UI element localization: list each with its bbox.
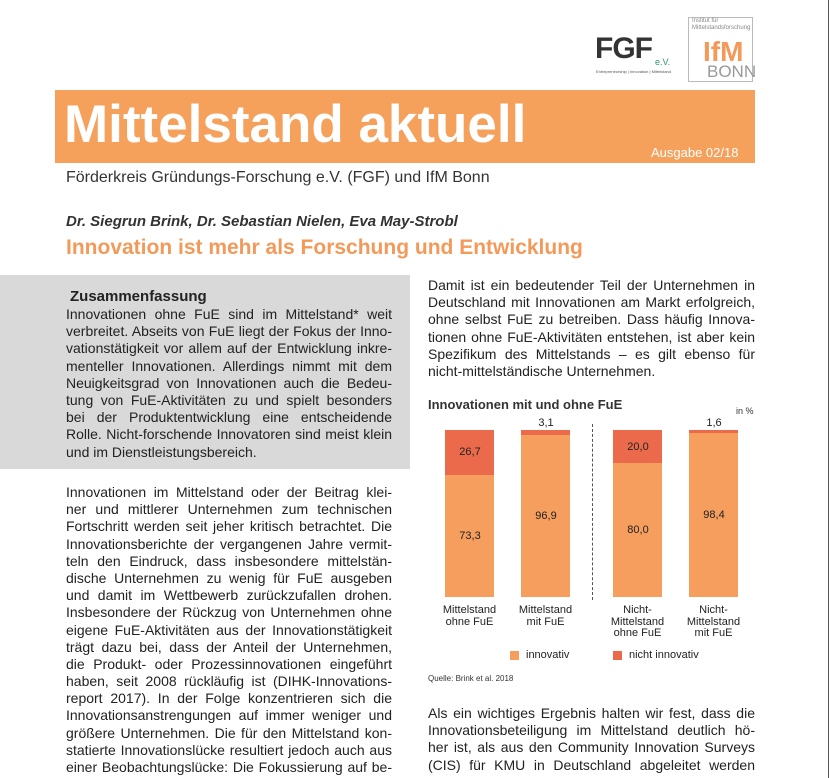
text-line: bei der Produktentwicklung eine entschei… xyxy=(66,409,392,426)
text-line: Damit ist ein bedeutender Teil der Unter… xyxy=(428,277,755,293)
x-tick-label: Mittelstand mit FuE xyxy=(518,604,573,628)
value-label: 98,4 xyxy=(703,508,725,521)
issue: Ausgabe 02/18 xyxy=(651,145,739,160)
bar-segment xyxy=(689,430,738,433)
summary-box xyxy=(0,275,410,469)
x-tick-label: Nicht- Mittelstand ohne FuE xyxy=(610,604,665,639)
text-line: Insbesondere der Rückzug von Unternehmen… xyxy=(66,604,392,621)
text-line: haben, seit 2008 rückläufig ist (DIHK-In… xyxy=(66,673,392,690)
ifm-logo: IfM xyxy=(703,36,744,67)
publisher: Förderkreis Gründungs-Forschung e.V. (FG… xyxy=(66,169,490,186)
ifm-logo-box xyxy=(688,17,753,82)
chart-source: Quelle: Brink et al. 2018 xyxy=(428,674,514,683)
text-line: Innovationen ohne FuE sind im Mittelstan… xyxy=(66,306,392,322)
value-label: 96,9 xyxy=(535,510,557,523)
chart-title: Innovationen mit und ohne FuE xyxy=(428,397,623,412)
fgf-tagline: Entrepreneurship | Innovation | Mittelst… xyxy=(596,69,672,74)
text-line: Innovationen im Mittelstand oder der Bei… xyxy=(66,484,392,500)
body-right-top: Damit ist ein bedeutender Teil der Unter… xyxy=(428,277,755,380)
text-line: ohne selbst FuE zu betreiben. Dass häufi… xyxy=(428,311,755,328)
text-line: Deutschland mit Innovationen am Markt er… xyxy=(428,294,755,311)
text-line: größere Unternehmen. Die für den Mittels… xyxy=(66,724,392,741)
summary-heading: Zusammenfassung xyxy=(70,288,207,305)
fgf-suffix: e.V. xyxy=(655,57,671,67)
bar-segment xyxy=(521,435,570,597)
unit-label: in % xyxy=(736,406,754,416)
text-line: die Produkt- oder Prozessinnovationen ei… xyxy=(66,655,392,672)
text-line: ner und mittlerer Unternehmen zum techni… xyxy=(66,501,392,518)
banner xyxy=(55,90,755,163)
text-line: und damit im Wettbewerb zurückzufallen d… xyxy=(66,587,392,604)
text-line: Neuigkeitsgrad von Innovationen auch die… xyxy=(66,374,392,391)
text-line: vationstätigkeit vor allem auf der Entwi… xyxy=(66,340,392,357)
value-label: 20,0 xyxy=(627,440,649,453)
text-line: report 2017). In der Folge konzentrieren… xyxy=(66,690,392,707)
x-tick-label: Nicht- Mittelstand mit FuE xyxy=(686,604,741,639)
value-label: 80,0 xyxy=(627,524,649,537)
summary-text: Innovationen ohne FuE sind im Mittelstan… xyxy=(66,306,392,461)
body-left: Innovationen im Mittelstand oder der Bei… xyxy=(66,484,392,776)
text-line: tionen ohne FuE-Aktivitäten entstehen, i… xyxy=(428,328,755,345)
text-line: Rolle. Nicht-forschende Innovatoren sind… xyxy=(66,426,392,443)
text-line: dische Unternehmen zu wenig für FuE ausg… xyxy=(66,569,392,586)
body-right-bottom: Als ein wichtiges Ergebnis halten wir fe… xyxy=(428,705,755,774)
text-line: teln den Eindruck, dass insbesondere mit… xyxy=(66,552,392,569)
headline: Innovation ist mehr als Forschung und En… xyxy=(66,236,583,259)
legend-swatch xyxy=(510,651,519,660)
text-line: her ist, als aus den Community Innovatio… xyxy=(428,739,755,756)
text-line: Als ein wichtiges Ergebnis halten wir fe… xyxy=(428,705,755,721)
ifm-city: BONN xyxy=(707,62,757,81)
text-line: nicht-mittelständische Unternehmen. xyxy=(428,362,656,379)
text-line: trägt dazu bei, dass der Anteil der Unte… xyxy=(66,638,392,655)
bar-segment xyxy=(445,430,494,475)
value-label: 1,6 xyxy=(706,417,722,429)
text-line: Innovationsbeteiligung im Mittelstand de… xyxy=(428,722,755,739)
value-label: 26,7 xyxy=(459,446,481,459)
text-line: tung von FuE-Aktivitäten zu und spielt b… xyxy=(66,391,392,408)
fgf-logo: FGF xyxy=(595,32,653,65)
value-label: 73,3 xyxy=(459,529,481,542)
text-line: Spezifikum des Mittelstands – es gilt eb… xyxy=(428,345,755,362)
text-line: Innovationsanstrengungen auf immer wenig… xyxy=(66,707,392,724)
legend-label: nicht innovativ xyxy=(629,649,699,661)
text-line: Innovationsberichte der vergangenen Jahr… xyxy=(66,535,392,552)
authors: Dr. Siegrun Brink, Dr. Sebastian Nielen,… xyxy=(66,213,458,230)
bar-segment xyxy=(445,474,494,597)
ifm-institute: Institut für Mittelstandsforschung xyxy=(692,18,751,31)
x-tick-label: Mittelstand ohne FuE xyxy=(442,604,497,628)
text-line: Fortschritt werden seit jeher kritisch b… xyxy=(66,518,392,535)
text-line: (CIS) für KMU in Deutschland abgeleitet … xyxy=(428,756,755,773)
text-line: und im Dienstleistungsbereich. xyxy=(66,443,257,460)
text-line: einer Beobachtungslücke: Die Fokussierun… xyxy=(66,759,392,775)
bar-segment xyxy=(613,430,662,464)
text-line: verbreitet. Abseits von FuE liegt der Fo… xyxy=(66,323,392,340)
value-label: 3,1 xyxy=(538,417,554,429)
text-line: statierte Innovationslücke resultiert je… xyxy=(66,741,392,758)
group-divider xyxy=(592,424,593,600)
legend-swatch xyxy=(613,651,622,660)
bar-segment xyxy=(689,432,738,597)
legend-label: innovativ xyxy=(526,649,570,661)
text-line: eigene FuE-Aktivitäten aus der Innovatio… xyxy=(66,621,392,638)
bar-segment xyxy=(521,430,570,436)
newsletter-title: Mittelstand aktuell xyxy=(64,95,527,154)
bar-segment xyxy=(613,463,662,597)
page-edge xyxy=(828,0,829,778)
text-line: menteller Innovationen. Allerdings nimmt… xyxy=(66,357,392,374)
